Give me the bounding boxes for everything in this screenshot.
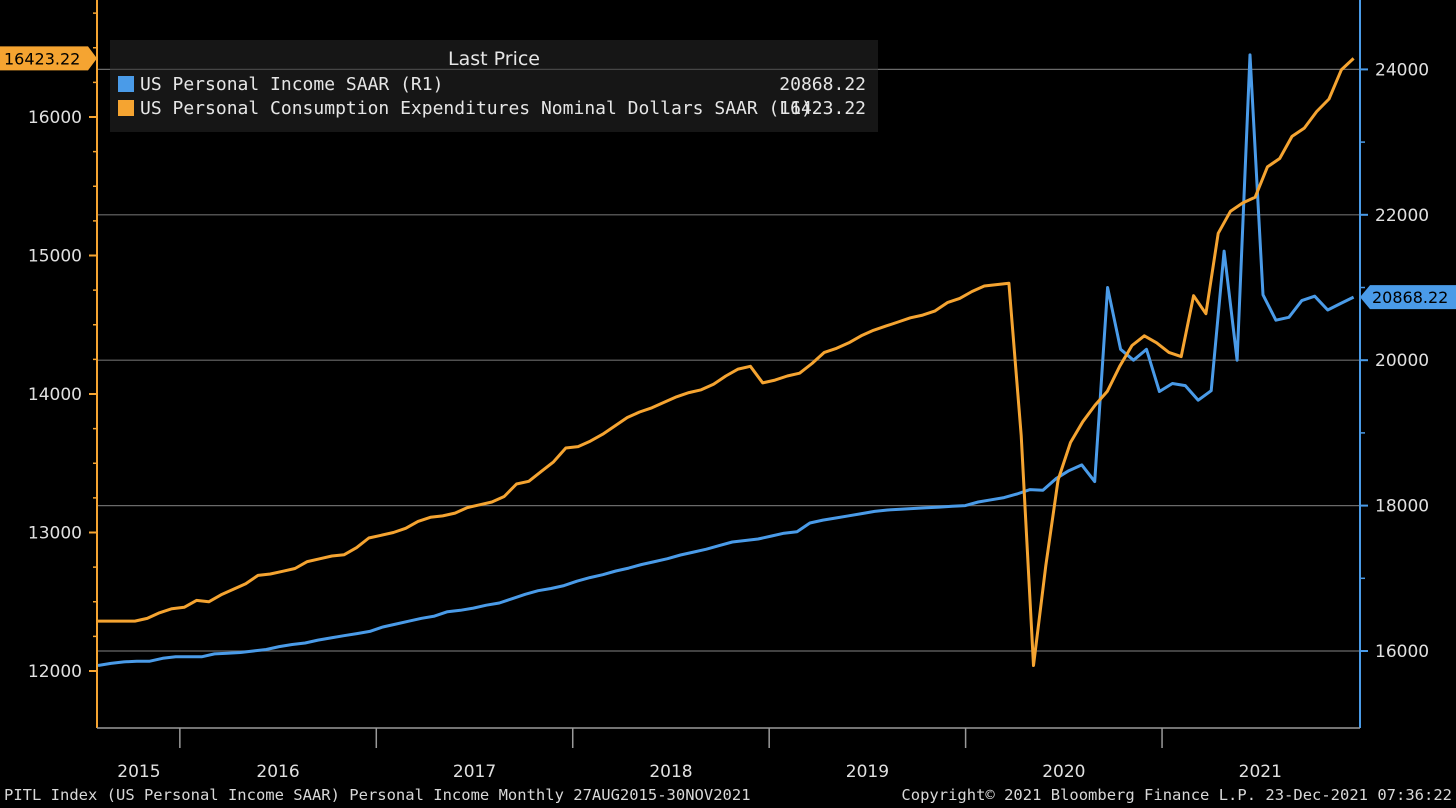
gridlines bbox=[97, 68, 1360, 652]
x-axis-ticks: 2015 2016 2017 2018 2019 2020 2021 bbox=[117, 728, 1282, 782]
legend-swatch-pce bbox=[118, 100, 134, 116]
legend-swatch-income bbox=[118, 76, 134, 92]
legend-entry-pce: US Personal Consumption Expenditures Nom… bbox=[118, 98, 870, 120]
series-line-income bbox=[97, 53, 1355, 667]
last-value-tag-left bbox=[0, 46, 97, 71]
left-axis-ticks: 12000 13000 14000 15000 16000 bbox=[28, 12, 97, 682]
legend-label-income: US Personal Income SAAR (R1) bbox=[140, 74, 444, 95]
x-tick-label: 2018 bbox=[649, 762, 692, 782]
left-tick-label: 12000 bbox=[28, 662, 82, 682]
x-tick-label: 2017 bbox=[453, 762, 496, 782]
footer: PITL Index (US Personal Income SAAR) Per… bbox=[0, 784, 1456, 808]
legend-label-pce: US Personal Consumption Expenditures Nom… bbox=[140, 98, 812, 119]
x-tick-label: 2015 bbox=[117, 762, 160, 782]
legend-title: Last Price bbox=[448, 48, 540, 70]
last-value-label-left: 16423.22 bbox=[4, 49, 80, 68]
series-line-pce bbox=[98, 57, 1355, 667]
x-tick-label: 2020 bbox=[1042, 762, 1085, 782]
footer-source: PITL Index (US Personal Income SAAR) Per… bbox=[4, 786, 751, 804]
right-tick-label: 16000 bbox=[1375, 642, 1429, 662]
left-tick-label: 14000 bbox=[28, 385, 82, 405]
last-value-tag-right bbox=[1360, 285, 1456, 310]
last-value-labels: 16423.22 20868.22 bbox=[0, 46, 1456, 310]
left-tick-label: 13000 bbox=[28, 524, 82, 544]
series-layer bbox=[97, 53, 1355, 667]
left-tick-label: 16000 bbox=[28, 108, 82, 128]
legend: Last Price US Personal Income SAAR (R1) … bbox=[110, 40, 878, 132]
footer-copyright: Copyright© 2021 Bloomberg Finance L.P. 2… bbox=[901, 786, 1452, 804]
x-tick-label: 2019 bbox=[846, 762, 889, 782]
right-tick-label: 24000 bbox=[1375, 60, 1429, 80]
x-tick-label: 2021 bbox=[1239, 762, 1282, 782]
right-tick-label: 22000 bbox=[1375, 206, 1429, 226]
x-tick-label: 2016 bbox=[256, 762, 299, 782]
legend-value-pce: 16423.22 bbox=[779, 98, 866, 119]
left-tick-label: 15000 bbox=[28, 247, 82, 267]
right-tick-label: 20000 bbox=[1375, 351, 1429, 371]
last-value-label-right: 20868.22 bbox=[1372, 288, 1448, 307]
right-axis-ticks: 16000 18000 20000 22000 24000 bbox=[1360, 60, 1429, 662]
right-tick-label: 18000 bbox=[1375, 497, 1429, 517]
legend-entry-income: US Personal Income SAAR (R1) 20868.22 bbox=[118, 74, 870, 96]
legend-value-income: 20868.22 bbox=[779, 74, 866, 95]
